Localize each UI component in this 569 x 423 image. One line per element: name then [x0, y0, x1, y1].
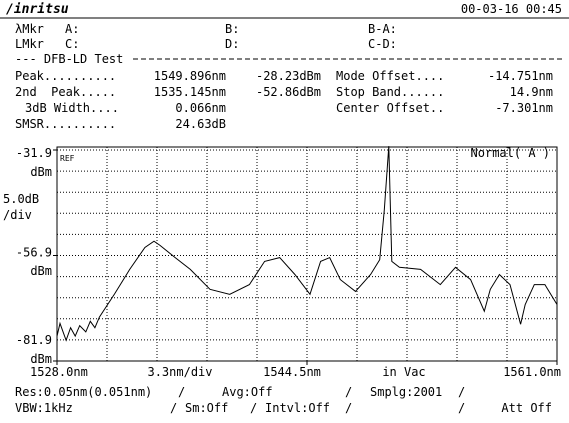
result-value: -28.23dBm [256, 69, 321, 83]
spectrum-trace [56, 146, 558, 342]
marker-field: A: [65, 22, 79, 36]
y-unit: dBm [30, 165, 52, 179]
result-value: 1535.145nm [154, 85, 226, 99]
marker-field: B-A: [368, 22, 397, 36]
result-label: SMSR.......... [15, 117, 116, 131]
status-sep: / [170, 401, 177, 415]
marker-field: C-D: [368, 37, 397, 51]
mode-label: Normal( A ) [471, 146, 550, 160]
result-value: 1549.896nm [154, 69, 226, 83]
result-value: -7.301nm [495, 101, 553, 115]
y-tick-label: -56.9 [16, 246, 52, 260]
status-item: Sm:Off [185, 401, 228, 415]
y-tick-label: -81.9 [16, 333, 52, 347]
x-note: in Vac [382, 365, 425, 379]
status-item: Res:0.05nm(0.051nm) [15, 385, 152, 399]
y-unit: dBm [30, 352, 52, 366]
result-label: 3dB Width.... [25, 101, 119, 115]
marker-field: B: [225, 22, 239, 36]
y-scale-unit: /div [3, 208, 32, 222]
status-sep: / [458, 401, 465, 415]
result-value: -14.751nm [488, 69, 553, 83]
result-value: 0.066nm [175, 101, 226, 115]
status-item: Smplg:2001 [370, 385, 442, 399]
result-value: 14.9nm [510, 85, 553, 99]
status-item: Att Off [501, 401, 552, 415]
x-scale: 3.3nm/div [147, 365, 212, 379]
status-item: Intvl:Off [265, 401, 330, 415]
logo: /inritsu [6, 2, 69, 17]
datetime: 00-03-16 00:45 [461, 2, 562, 16]
result-label: Center Offset.. [336, 101, 444, 115]
status-item: VBW:1kHz [15, 401, 73, 415]
status-item: Avg:Off [222, 385, 273, 399]
marker-field: C: [65, 37, 79, 51]
marker-field: D: [225, 37, 239, 51]
ref-label: REF [60, 154, 75, 163]
y-tick-label: -31.9 [16, 146, 52, 160]
spectrum-plot: -31.9 -56.9 -81.9 1528.0nm 1544.5nm 1561.0nm [16, 146, 561, 379]
x-tick-label: 1544.5nm [263, 365, 321, 379]
section-title: --- DFB-LD Test [15, 52, 123, 66]
marker-label: λMkr [15, 22, 44, 36]
result-value: -52.86dBm [256, 85, 321, 99]
status-sep: / [345, 401, 352, 415]
x-tick-label: 1528.0nm [30, 365, 88, 379]
status-sep: / [345, 385, 352, 399]
result-label: 2nd Peak..... [15, 85, 116, 99]
result-value: 24.63dB [175, 117, 226, 131]
y-unit: dBm [30, 264, 52, 278]
y-scale: 5.0dB [3, 192, 39, 206]
status-sep: / [250, 401, 257, 415]
status-sep: / [458, 385, 465, 399]
result-label: Stop Band...... [336, 85, 444, 99]
status-sep: / [178, 385, 185, 399]
marker-label: LMkr [15, 37, 44, 51]
result-label: Peak.......... [15, 69, 116, 83]
x-tick-label: 1561.0nm [503, 365, 561, 379]
result-label: Mode Offset.... [336, 69, 444, 83]
